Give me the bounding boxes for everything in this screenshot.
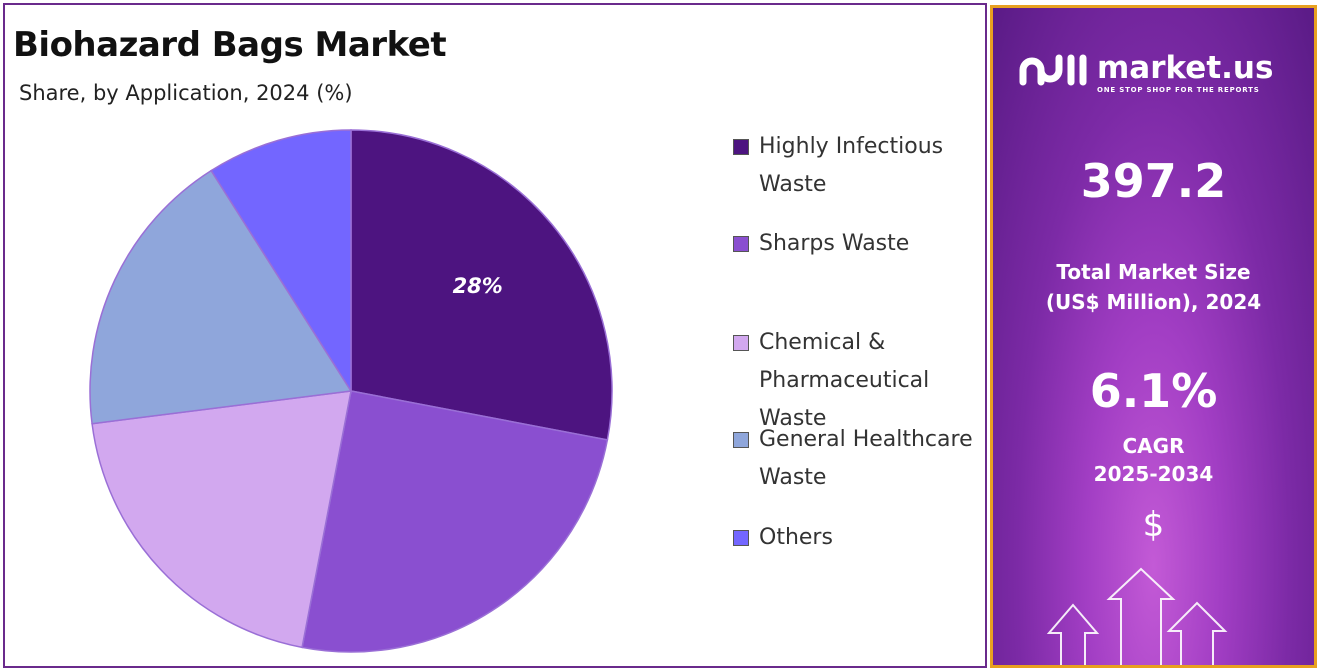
legend-label: General Healthcare Waste bbox=[759, 427, 973, 490]
chart-legend: Highly Infectious Waste Sharps Waste Che… bbox=[730, 5, 985, 605]
pie-chart: 28% bbox=[89, 129, 613, 653]
legend-swatch bbox=[733, 139, 749, 155]
legend-label: Sharps Waste bbox=[759, 231, 910, 256]
growth-arrows-icon bbox=[1046, 567, 1228, 665]
chart-panel: Biohazard Bags Market Share, by Applicat… bbox=[3, 3, 987, 668]
legend-swatch bbox=[733, 236, 749, 252]
legend-label: Highly Infectious Waste bbox=[759, 134, 944, 197]
legend-label: Chemical & Pharmaceutical Waste bbox=[759, 330, 930, 431]
dollar-icon: $ bbox=[1142, 505, 1165, 545]
page-subtitle: Share, by Application, 2024 (%) bbox=[19, 81, 353, 105]
cagr-label: CAGR bbox=[1122, 434, 1185, 458]
cagr-period: 2025-2034 bbox=[1093, 462, 1214, 486]
pie-slice-general-healthcare-waste bbox=[89, 169, 353, 425]
summary-panel: market.us ONE STOP SHOP FOR THE REPORTS … bbox=[990, 5, 1317, 668]
pie-slice-chemical-pharmaceutical-waste bbox=[91, 390, 352, 649]
brand-name: market.us bbox=[1097, 50, 1274, 86]
pie-slice-sharps-waste bbox=[301, 390, 609, 653]
legend-label: Others bbox=[759, 525, 833, 550]
cagr-value: 6.1% bbox=[1089, 364, 1218, 418]
legend-swatch bbox=[733, 432, 749, 448]
pie-data-label: 28% bbox=[453, 274, 503, 298]
page-title: Biohazard Bags Market bbox=[13, 25, 447, 65]
legend-swatch bbox=[733, 530, 749, 546]
brand-logo: market.us ONE STOP SHOP FOR THE REPORTS bbox=[1017, 46, 1307, 96]
pie-slice-others bbox=[210, 129, 352, 394]
market-size-value: 397.2 bbox=[1080, 154, 1227, 208]
pie-data-labels: 28% bbox=[453, 274, 503, 298]
market-us-logo-icon bbox=[1019, 54, 1087, 86]
pie-slices bbox=[89, 129, 613, 653]
market-size-label-line1: Total Market Size bbox=[1056, 260, 1251, 284]
brand-tagline: ONE STOP SHOP FOR THE REPORTS bbox=[1097, 86, 1260, 94]
pie-slice-highly-infectious-waste bbox=[350, 129, 613, 441]
market-size-label-line2: (US$ Million), 2024 bbox=[1045, 290, 1262, 314]
legend-swatch bbox=[733, 335, 749, 351]
